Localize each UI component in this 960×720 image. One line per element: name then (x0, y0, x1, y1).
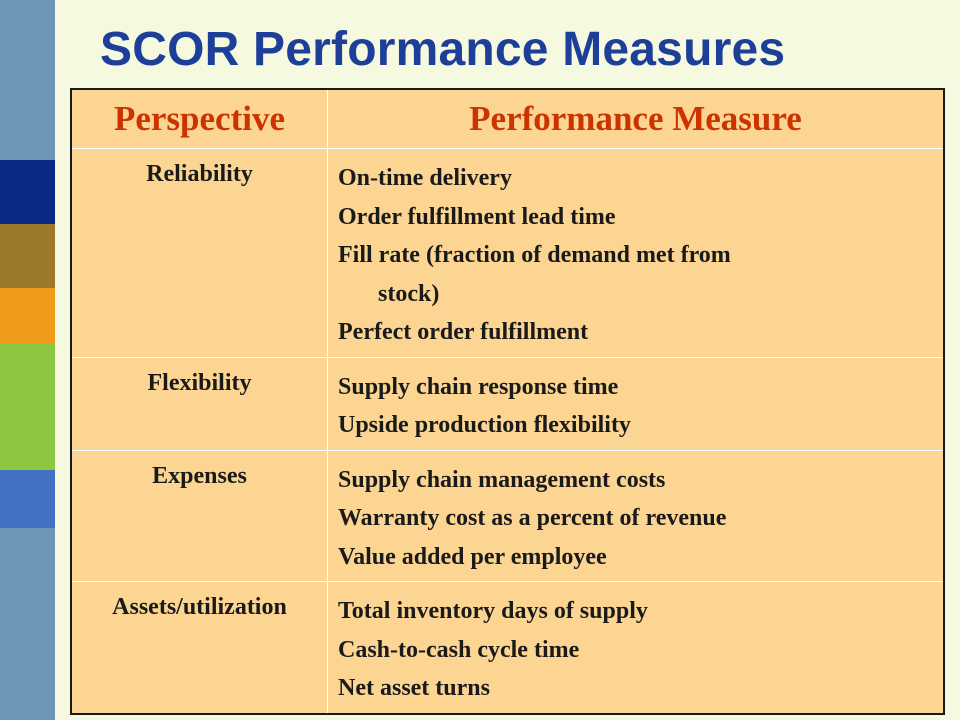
perspective-cell: Assets/utilization (70, 581, 328, 714)
perspective-cell: Flexibility (70, 356, 328, 451)
header-perspective: Perspective (70, 88, 328, 149)
measure-item: Perfect order fulfillment (338, 319, 589, 345)
measure-item: Value added per employee (338, 543, 607, 570)
slide-title: SCOR Performance Measures (100, 23, 786, 76)
header-performance-measure: Performance Measure (327, 88, 945, 149)
perspective-cell: Expenses (70, 449, 328, 582)
measure-item: Warranty cost as a percent of revenue (338, 505, 727, 531)
sidebar-block-navy (0, 160, 55, 224)
measure-item: Net asset turns (338, 675, 490, 701)
table-row: Flexibility Supply chain response time U… (70, 356, 945, 451)
measure-item: Fill rate (fraction of demand met from (338, 242, 731, 268)
measure-item-continuation: stock) (378, 280, 440, 307)
decorative-sidebar (0, 0, 55, 720)
sidebar-block-green (0, 344, 55, 470)
table-header-row: Perspective Performance Measure (70, 88, 945, 149)
measure-item: Order fulfillment lead time (338, 203, 616, 230)
table-row: Expenses Supply chain management costs W… (70, 449, 945, 582)
measures-cell: On-time delivery Order fulfillment lead … (327, 148, 945, 358)
table-row: Reliability On-time delivery Order fulfi… (70, 148, 945, 358)
performance-measures-table: Perspective Performance Measure Reliabil… (70, 88, 945, 715)
measure-item: Total inventory days of supply (338, 598, 648, 624)
table-row: Assets/utilization Total inventory days … (70, 581, 945, 714)
sidebar-block-olive (0, 224, 55, 288)
measure-item: Supply chain management costs (338, 466, 666, 493)
measures-cell: Supply chain response time Upside produc… (327, 356, 945, 451)
measures-cell: Total inventory days of supply Cash-to-c… (327, 581, 945, 714)
sidebar-block-blue (0, 470, 55, 528)
measure-item: Cash-to-cash cycle time (338, 636, 580, 663)
sidebar-block-orange (0, 288, 55, 344)
measure-item: Upside production flexibility (338, 412, 631, 438)
measures-cell: Supply chain management costs Warranty c… (327, 449, 945, 582)
measure-item: Supply chain response time (338, 373, 619, 400)
measure-item: On-time delivery (338, 165, 512, 191)
perspective-cell: Reliability (70, 148, 328, 358)
